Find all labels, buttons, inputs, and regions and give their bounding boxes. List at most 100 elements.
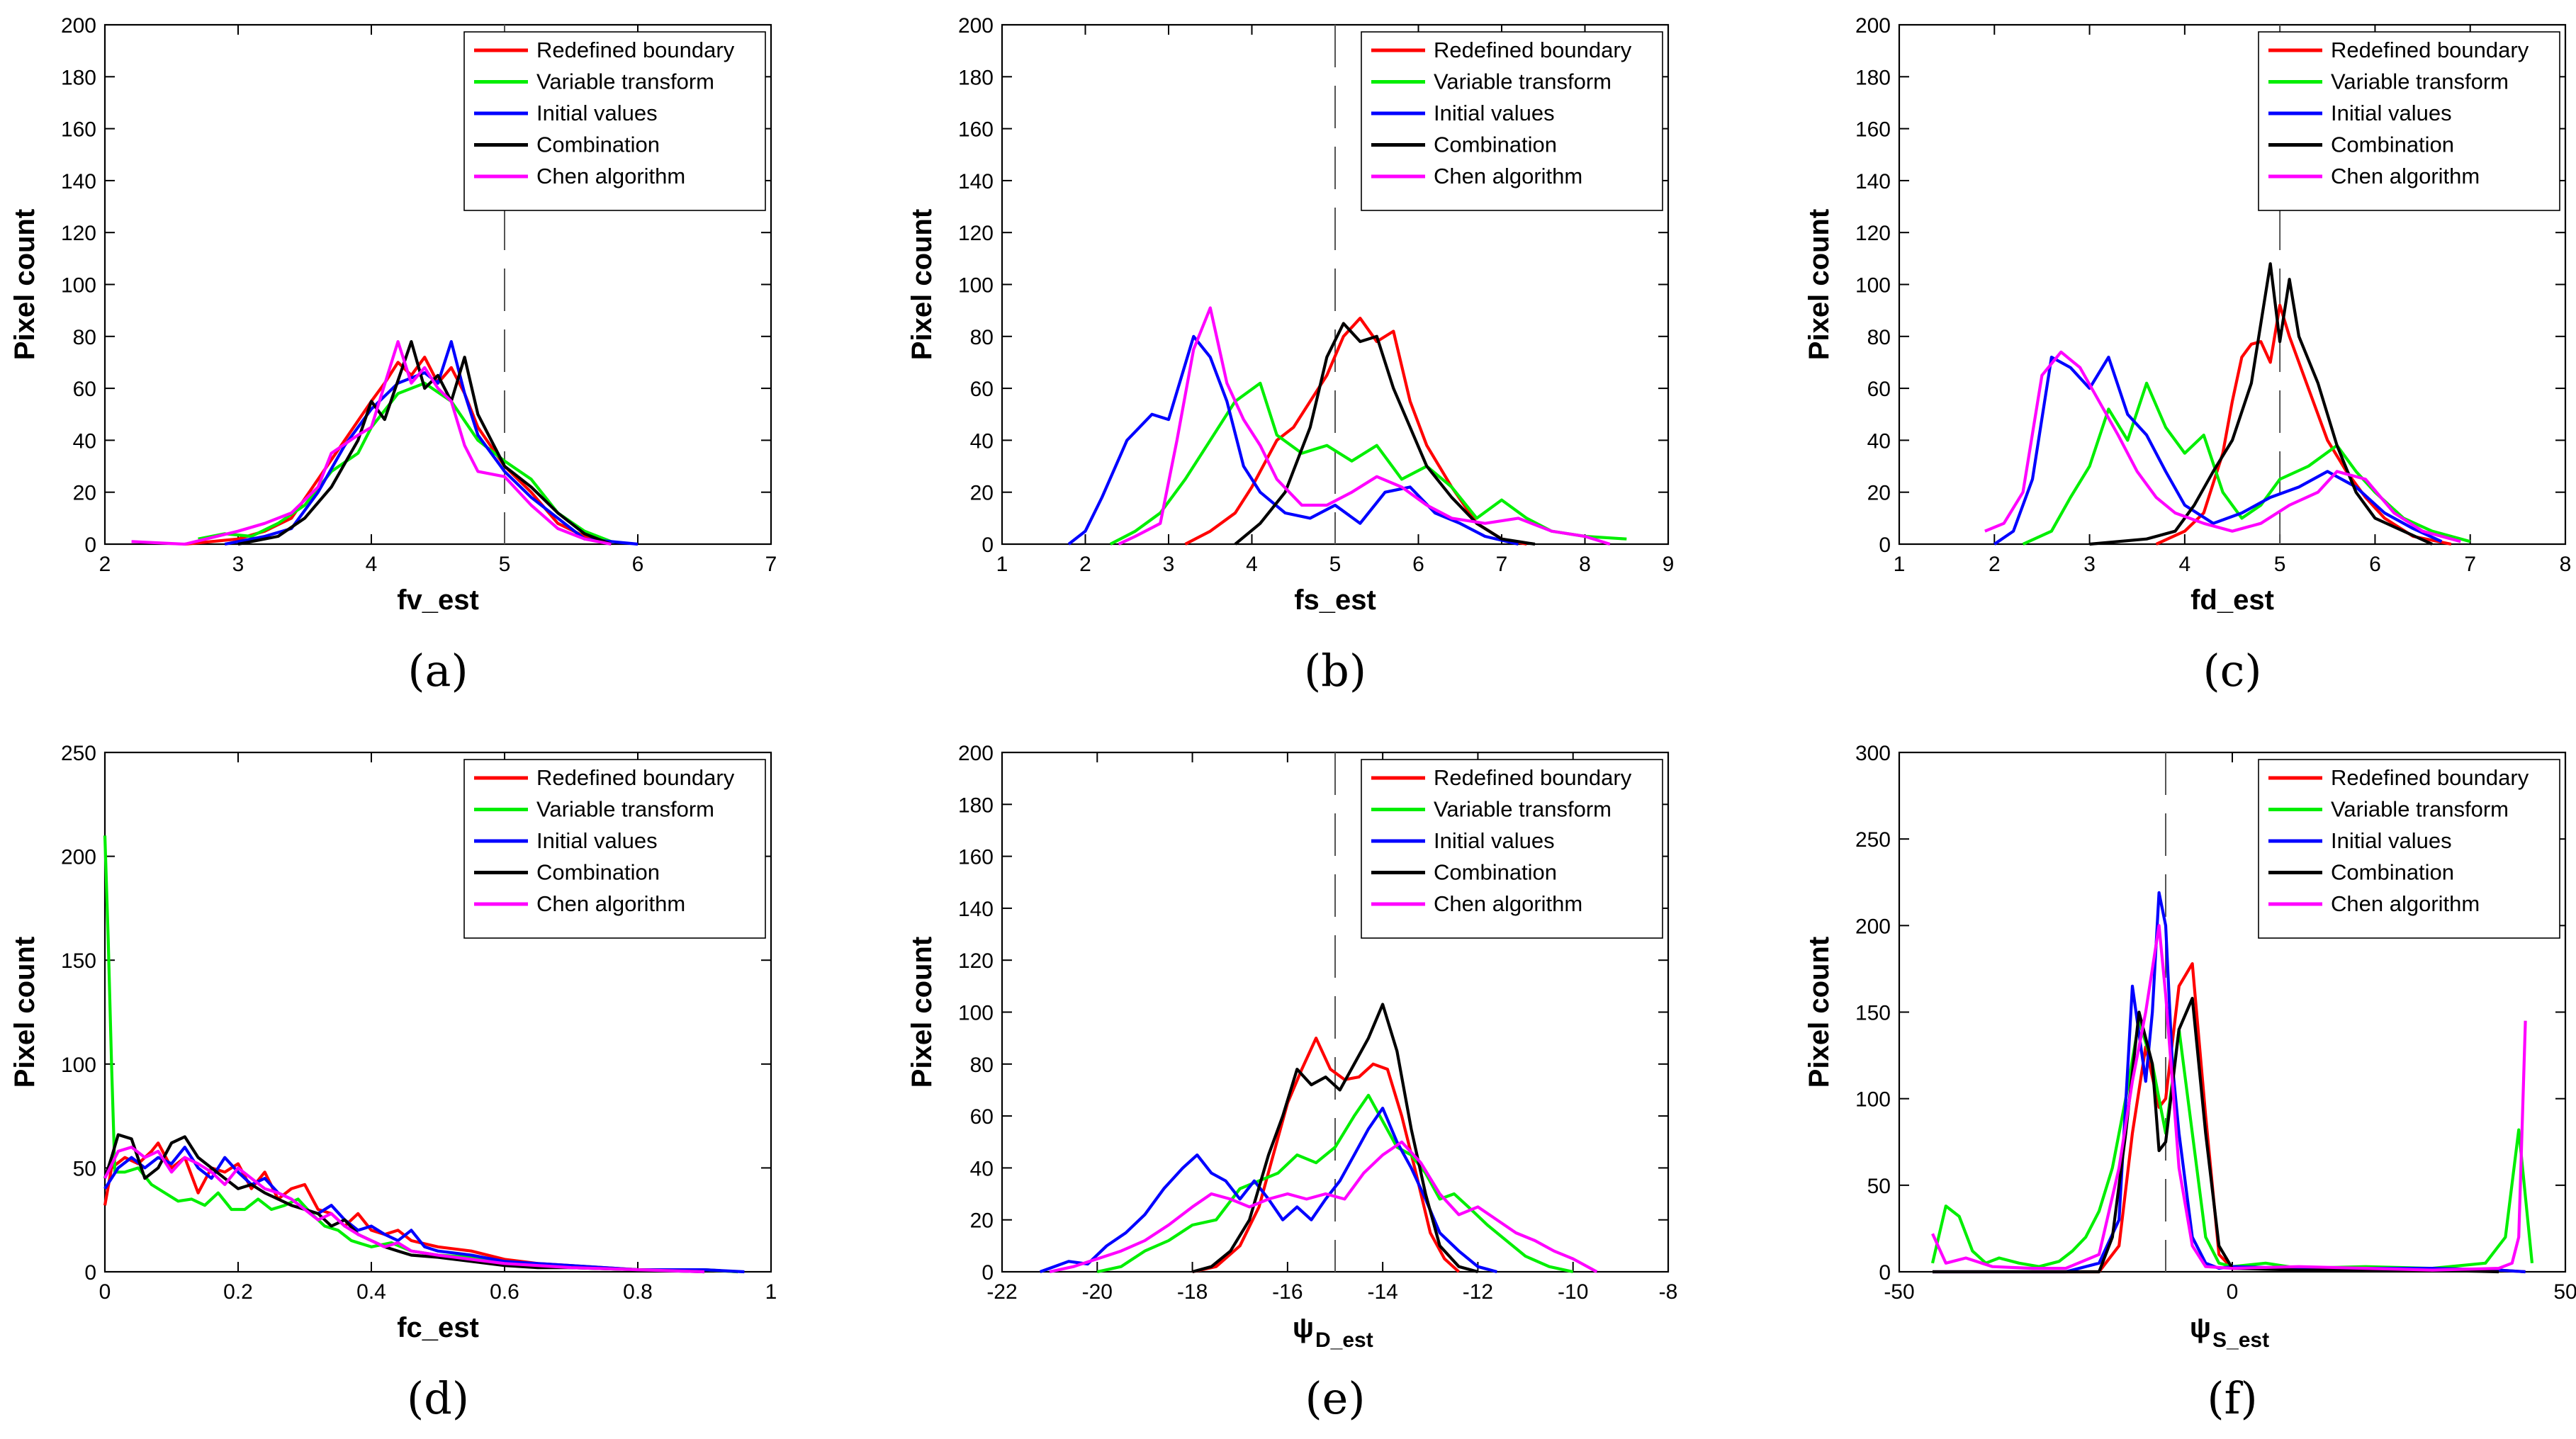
- x-tick-label: -20: [1082, 1280, 1113, 1304]
- y-tick-label: 250: [1855, 828, 1891, 852]
- y-tick-label: 200: [958, 742, 994, 765]
- legend-label: Chen algorithm: [1434, 164, 1582, 188]
- legend-label: Redefined boundary: [2331, 765, 2529, 790]
- panel-label: (d): [407, 1372, 469, 1424]
- x-tick-label: 0.4: [356, 1280, 386, 1304]
- series-line-chen-algorithm: [1931, 924, 2527, 1272]
- x-tick-label: -50: [1884, 1280, 1914, 1304]
- x-tick-label: 2: [1989, 553, 2001, 576]
- x-tick-label: 0: [2227, 1280, 2239, 1304]
- legend-label: Chen algorithm: [536, 164, 685, 188]
- series-line-variable-transform: [1096, 1093, 1574, 1274]
- y-tick-label: 0: [1879, 534, 1891, 557]
- x-tick-label: 3: [2083, 553, 2096, 576]
- y-tick-label: 200: [1855, 915, 1891, 938]
- x-tick-label: 2: [1079, 553, 1091, 576]
- y-tick-label: 20: [970, 1209, 994, 1233]
- y-tick-label: 120: [958, 949, 994, 973]
- series-line-variable-transform: [198, 381, 612, 543]
- y-tick-label: 180: [958, 794, 994, 817]
- legend-label: Redefined boundary: [536, 765, 735, 790]
- chart-b: 0 20 40 60 80 100 120 140 160 180 200 1 2 3 4 5 6 7 8 9 Rede…: [906, 14, 1674, 696]
- y-tick-label: 100: [958, 1002, 994, 1025]
- y-tick-label: 120: [1855, 222, 1891, 245]
- legend-label: Initial values: [1434, 828, 1555, 853]
- x-axis-label-symbol: ψ: [2190, 1312, 2211, 1343]
- x-tick-label: 2: [99, 553, 111, 576]
- y-tick-label: 140: [958, 170, 994, 193]
- y-tick-label: 140: [61, 170, 96, 193]
- x-tick-label: 7: [2464, 553, 2476, 576]
- y-tick-label: 50: [1867, 1175, 1891, 1198]
- y-tick-label: 100: [1855, 274, 1891, 298]
- x-tick-label: 9: [1663, 553, 1675, 576]
- series-line-variable-transform: [1109, 381, 1627, 546]
- y-tick-label: 80: [73, 326, 96, 349]
- x-axis-label-subscript: D_est: [1315, 1328, 1373, 1352]
- y-tick-label: 80: [970, 326, 994, 349]
- legend-label: Combination: [536, 860, 660, 885]
- legend-box: [463, 759, 766, 939]
- x-tick-label: 7: [1496, 553, 1508, 576]
- legend-box: [1361, 31, 1663, 211]
- x-tick-label: 4: [1246, 553, 1258, 576]
- y-tick-label: 180: [61, 66, 96, 89]
- x-tick-label: 3: [232, 553, 244, 576]
- y-tick-label: 40: [1867, 429, 1891, 453]
- legend-label: Chen algorithm: [2331, 891, 2480, 916]
- y-tick-label: 20: [970, 482, 994, 505]
- x-axis-label: ψ S_est: [2190, 1312, 2269, 1352]
- y-tick-label: 80: [1867, 326, 1891, 349]
- series-line-chen-algorithm: [1049, 1140, 1598, 1274]
- x-tick-label: 8: [2560, 553, 2572, 576]
- legend-label: Redefined boundary: [536, 38, 735, 62]
- y-axis-label: Pixel count: [906, 937, 938, 1088]
- legend-box: [2258, 31, 2560, 211]
- y-tick-label: 300: [1855, 742, 1891, 765]
- y-tick-label: 100: [1855, 1088, 1891, 1112]
- y-tick-label: 40: [73, 429, 96, 453]
- x-tick-label: 4: [366, 553, 378, 576]
- legend-label: Combination: [1434, 860, 1557, 885]
- panel-label: (e): [1305, 1372, 1365, 1424]
- series-line-combination: [2089, 262, 2433, 546]
- legend: Redefined boundary Variable transform Init…: [463, 759, 766, 939]
- x-tick-label: 5: [2274, 553, 2286, 576]
- x-axis-label: fc_est: [397, 1312, 479, 1343]
- y-tick-label: 100: [958, 274, 994, 298]
- y-axis-label: Pixel count: [1804, 209, 1835, 360]
- x-tick-label: 50: [2553, 1280, 2576, 1304]
- panel-label: (b): [1304, 645, 1366, 696]
- y-tick-label: 200: [1855, 14, 1891, 38]
- legend-label: Variable transform: [1434, 797, 1612, 822]
- series-line-combination: [1192, 1003, 1478, 1274]
- series-line-variable-transform: [2022, 381, 2471, 546]
- x-tick-label: -18: [1177, 1280, 1208, 1304]
- series-line-chen-algorithm: [131, 340, 612, 546]
- y-axis-label: Pixel count: [1804, 937, 1835, 1088]
- y-tick-label: 160: [958, 118, 994, 142]
- panel-label: (c): [2203, 645, 2261, 696]
- series-line-initial-values: [1039, 1106, 1497, 1274]
- y-tick-label: 160: [61, 118, 96, 142]
- legend-label: Combination: [536, 132, 660, 157]
- x-tick-label: 5: [499, 553, 511, 576]
- legend-label: Redefined boundary: [2331, 38, 2529, 62]
- y-tick-label: 80: [970, 1054, 994, 1077]
- panel-label: (f): [2207, 1372, 2257, 1424]
- x-tick-label: 6: [1412, 553, 1424, 576]
- y-tick-label: 150: [1855, 1002, 1891, 1025]
- y-tick-label: 120: [61, 222, 96, 245]
- chart-e: 0 20 40 60 80 100 120 140 160 180 200 -22 -20 -18 -16 -…: [906, 742, 1677, 1424]
- x-tick-label: 4: [2179, 553, 2191, 576]
- y-tick-label: 0: [84, 534, 96, 557]
- legend-label: Variable transform: [2331, 797, 2509, 822]
- y-tick-label: 160: [1855, 118, 1891, 142]
- y-tick-label: 0: [1879, 1261, 1891, 1285]
- legend-label: Variable transform: [536, 69, 714, 94]
- series-line-initial-values: [224, 340, 639, 546]
- legend-label: Chen algorithm: [536, 891, 685, 916]
- series-line-redefined-boundary: [103, 1141, 738, 1274]
- legend-label: Combination: [2331, 132, 2454, 157]
